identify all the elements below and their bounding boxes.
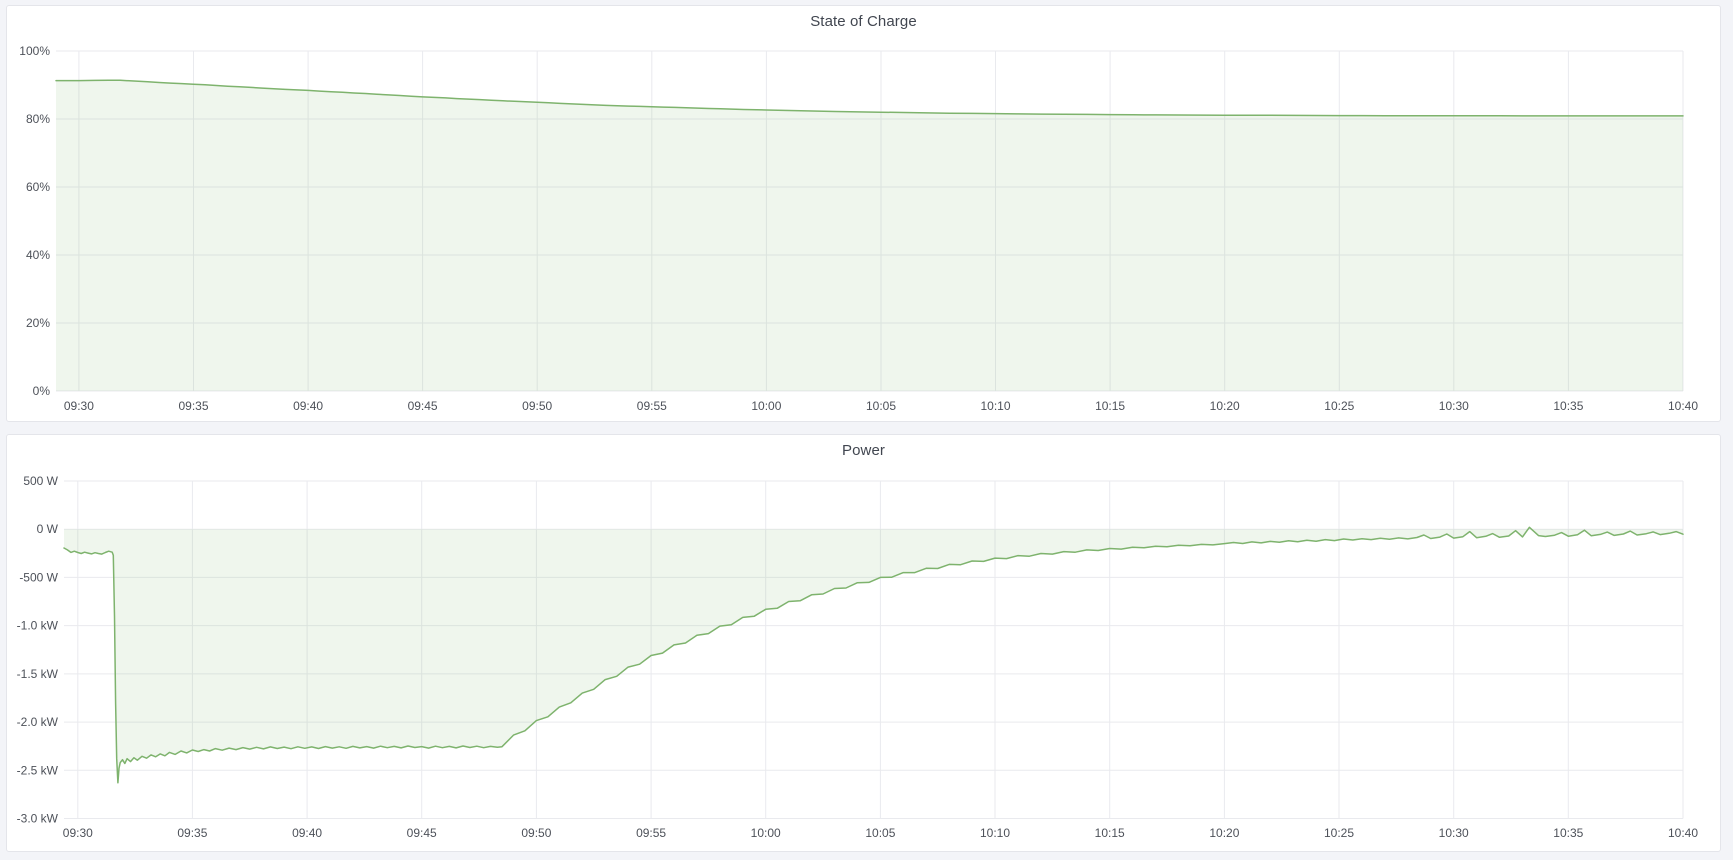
- x-axis-tick-label: 10:15: [1095, 826, 1125, 840]
- x-axis-tick-label: 10:30: [1439, 826, 1469, 840]
- y-axis-tick-label: 0 W: [37, 522, 59, 536]
- x-axis-tick-label: 10:00: [751, 826, 781, 840]
- power-chart[interactable]: 500 W 0 W -500 W -1.0 kW -1.5 kW -2.0 kW -2.5 …: [7, 435, 1720, 851]
- series-line: [63, 526, 1684, 784]
- x-axis-tick-label: 09:45: [407, 826, 437, 840]
- x-axis-tick-label: 10:35: [1553, 826, 1583, 840]
- x-axis-tick-label: 09:55: [637, 399, 667, 413]
- series-area-fill: [56, 80, 1683, 391]
- x-axis-tick-label: 09:40: [293, 399, 323, 413]
- state-of-charge-chart[interactable]: 100% 80% 60% 40% 20% 0% 09:30 09:35 09:40 09:45 09…: [7, 6, 1720, 421]
- x-axis-tick-label: 10:15: [1095, 399, 1125, 413]
- panel-title-state-of-charge[interactable]: State of Charge: [810, 13, 917, 30]
- panel-state-of-charge: State of Charge 100% 80% 60% 40% 20% 0% 09:30 0…: [6, 5, 1721, 422]
- x-axis-tick-label: 09:50: [521, 826, 551, 840]
- series-line: [55, 79, 1684, 117]
- y-axis-tick-label: 80%: [26, 112, 50, 126]
- x-axis-tick-label: 09:30: [64, 399, 94, 413]
- y-axis-tick-label: -2.0 kW: [17, 715, 59, 729]
- y-axis-tick-label: 500 W: [23, 474, 58, 488]
- x-axis-tick-label: 10:20: [1209, 826, 1239, 840]
- y-axis-tick-label: -1.0 kW: [17, 619, 59, 633]
- x-axis-tick-label: 10:20: [1210, 399, 1240, 413]
- y-axis-tick-label: -500 W: [19, 570, 58, 584]
- x-axis-tick-label: 09:35: [177, 826, 207, 840]
- x-axis-tick-label: 10:40: [1668, 399, 1698, 413]
- x-axis-tick-label: 10:10: [980, 826, 1010, 840]
- panel-title-power[interactable]: Power: [841, 442, 886, 459]
- grid-lines: [56, 50, 1684, 392]
- x-axis-tick-label: 10:40: [1668, 826, 1698, 840]
- x-axis-tick-label: 09:55: [636, 826, 666, 840]
- y-axis-tick-label: 60%: [26, 180, 50, 194]
- axis-labels: 100% 80% 60% 40% 20% 0% 09:30 09:35 09:40 09:45 09…: [19, 44, 1698, 413]
- y-axis-tick-label: 100%: [19, 44, 50, 58]
- series-area-fill: [64, 527, 1683, 783]
- x-axis-tick-label: 10:05: [865, 826, 895, 840]
- y-axis-tick-label: 0%: [33, 384, 51, 398]
- panel-power: Power 500 W 0 W -500 W -1.0 kW -1.5 kW -2.0 k…: [6, 434, 1721, 852]
- x-axis-tick-label: 09:30: [63, 826, 93, 840]
- x-axis-tick-label: 10:05: [866, 399, 896, 413]
- y-axis-tick-label: 40%: [26, 248, 50, 262]
- grid-lines: [64, 480, 1684, 819]
- y-axis-tick-label: -3.0 kW: [17, 812, 59, 826]
- y-axis-tick-label: -2.5 kW: [17, 763, 59, 777]
- x-axis-tick-label: 09:40: [292, 826, 322, 840]
- y-axis-tick-label: -1.5 kW: [17, 667, 59, 681]
- x-axis-tick-label: 10:25: [1324, 826, 1354, 840]
- x-axis-tick-label: 10:25: [1324, 399, 1354, 413]
- x-axis-tick-label: 10:35: [1553, 399, 1583, 413]
- axis-labels: 500 W 0 W -500 W -1.0 kW -1.5 kW -2.0 kW -2.5 …: [17, 474, 1699, 840]
- x-axis-tick-label: 09:35: [178, 399, 208, 413]
- x-axis-tick-label: 09:50: [522, 399, 552, 413]
- x-axis-tick-label: 10:30: [1439, 399, 1469, 413]
- y-axis-tick-label: 20%: [26, 316, 50, 330]
- x-axis-tick-label: 09:45: [408, 399, 438, 413]
- x-axis-tick-label: 10:00: [751, 399, 781, 413]
- x-axis-tick-label: 10:10: [980, 399, 1010, 413]
